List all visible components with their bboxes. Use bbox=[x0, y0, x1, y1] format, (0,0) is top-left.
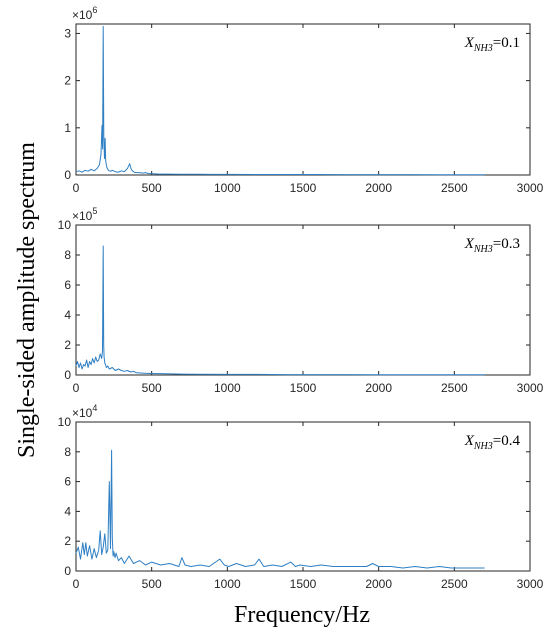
annotation-value: =0.4 bbox=[493, 433, 521, 449]
y-tick-label: 1 bbox=[64, 121, 71, 135]
y-tick-label: 2 bbox=[64, 74, 71, 88]
x-tick-label: 3000 bbox=[517, 181, 544, 195]
x-tick-label: 1000 bbox=[214, 181, 241, 195]
annotation-symbol: X bbox=[464, 236, 475, 252]
chart-panel: 0 500 1000 1500 2000 2500 3000 0 1 2 3×106 XNH3=0.1 bbox=[64, 5, 543, 195]
x-tick-label: 2500 bbox=[441, 577, 468, 591]
x-tick-label: 1500 bbox=[290, 181, 317, 195]
x-tick-label: 1500 bbox=[290, 577, 317, 591]
x-tick-label: 3000 bbox=[517, 381, 544, 395]
plot-area bbox=[75, 23, 531, 176]
chart-panels: 0 500 1000 1500 2000 2500 30000123×106XNH3=0.1… bbox=[58, 5, 544, 591]
y-axis-title: Single-sided amplitude spectrum bbox=[14, 142, 40, 458]
spectrum-line bbox=[75, 245, 485, 376]
x-tick-label: 3000 bbox=[517, 577, 544, 591]
x-tick-label: 500 bbox=[142, 181, 162, 195]
y-exponent-power: 5 bbox=[92, 206, 97, 216]
spectrum-line bbox=[75, 25, 485, 176]
y-tick-label: 2 bbox=[64, 534, 71, 548]
annotation-subscript: NH3 bbox=[473, 441, 493, 452]
x-tick-label: 1500 bbox=[290, 381, 317, 395]
x-tick-label: 1000 bbox=[214, 577, 241, 591]
y-tick-label: 0 bbox=[64, 168, 71, 182]
x-tick-label: 0 bbox=[73, 181, 80, 195]
y-exponent-label: ×106 bbox=[72, 5, 97, 22]
plot-area bbox=[75, 224, 531, 376]
x-tick-label: 2500 bbox=[441, 181, 468, 195]
x-tick-label: 500 bbox=[142, 577, 162, 591]
y-tick-label: 6 bbox=[64, 475, 71, 489]
mole-fraction-annotation: XNH3=0.1 bbox=[464, 35, 520, 54]
x-tick-label: 0 bbox=[73, 381, 80, 395]
x-tick-label: 1000 bbox=[214, 381, 241, 395]
x-tick-label: 2500 bbox=[441, 381, 468, 395]
y-exponent-power: 6 bbox=[92, 5, 97, 15]
spectrum-line bbox=[75, 449, 485, 569]
y-tick-label: 3 bbox=[64, 26, 71, 40]
y-tick-label: 0 bbox=[64, 368, 71, 382]
y-exponent-label: ×105 bbox=[72, 206, 97, 223]
y-tick-label: 10 bbox=[58, 218, 72, 232]
x-tick-label: 0 bbox=[73, 577, 80, 591]
annotation-subscript: NH3 bbox=[473, 244, 493, 255]
y-tick-label: 10 bbox=[58, 415, 72, 429]
y-tick-label: 0 bbox=[64, 564, 71, 578]
y-tick-label: 6 bbox=[64, 278, 71, 292]
annotation-symbol: X bbox=[464, 35, 475, 51]
y-tick-label: 8 bbox=[64, 248, 71, 262]
y-tick-label: 4 bbox=[64, 308, 71, 322]
plot-area bbox=[75, 421, 531, 572]
y-exponent-label: ×104 bbox=[72, 403, 97, 420]
x-tick-label: 2000 bbox=[365, 381, 392, 395]
x-axis-title: Frequency/Hz bbox=[234, 602, 370, 628]
x-tick-label: 500 bbox=[142, 381, 162, 395]
y-exponent-power: 4 bbox=[92, 403, 97, 413]
mole-fraction-annotation: XNH3=0.3 bbox=[464, 236, 520, 255]
mole-fraction-annotation: XNH3=0.4 bbox=[464, 433, 521, 452]
chart-panel: 0 500 1000 1500 2000 2500 3000 0 2 4 6 8 10×105 XNH3=… bbox=[58, 206, 544, 395]
annotation-subscript: NH3 bbox=[473, 43, 493, 54]
y-tick-label: 4 bbox=[64, 504, 71, 518]
x-tick-label: 2000 bbox=[365, 181, 392, 195]
y-tick-label: 8 bbox=[64, 445, 71, 459]
annotation-value: =0.3 bbox=[493, 236, 520, 252]
y-tick-label: 2 bbox=[64, 338, 71, 352]
annotation-symbol: X bbox=[464, 433, 475, 449]
annotation-value: =0.1 bbox=[493, 35, 520, 51]
x-tick-label: 2000 bbox=[365, 577, 392, 591]
chart-panel: 0 500 1000 1500 2000 2500 3000 0 2 4 6 8 10×104 XNH3=… bbox=[58, 403, 544, 591]
